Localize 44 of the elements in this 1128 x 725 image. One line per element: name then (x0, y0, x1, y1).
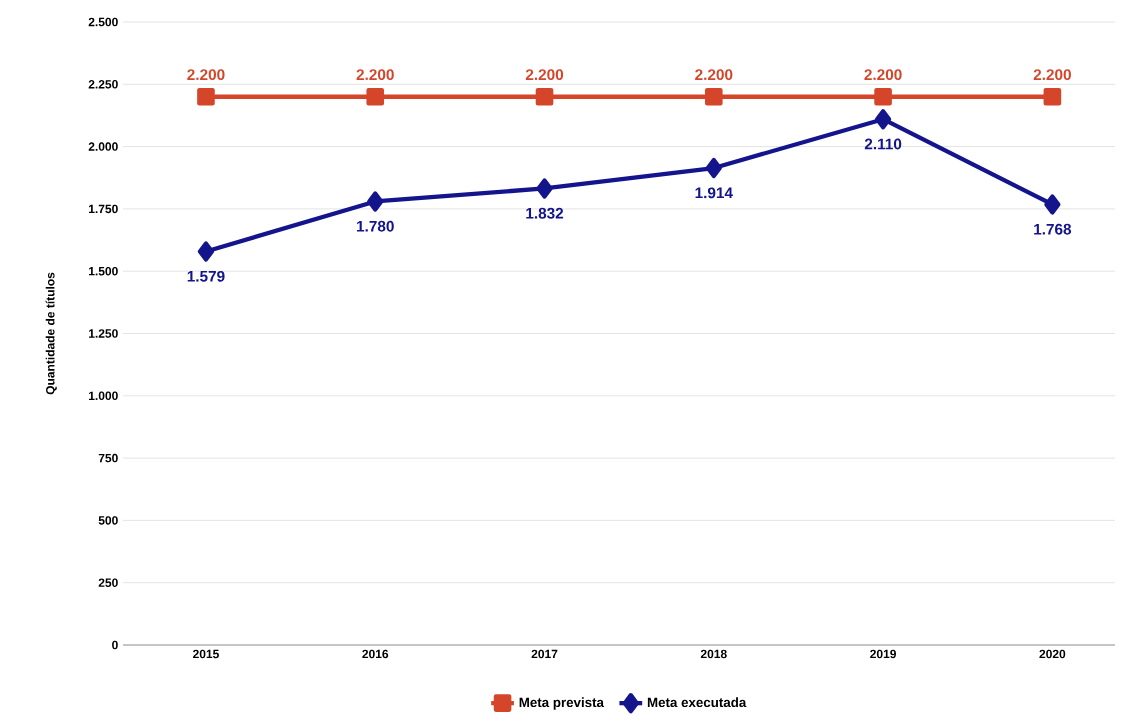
y-axis-title: Quantidade de títulos (45, 272, 57, 395)
point (705, 157, 722, 179)
data-label: 1.579 (187, 270, 225, 282)
x-tick-label: 2018 (700, 649, 727, 659)
point (1044, 194, 1061, 215)
x-tick-label: 2020 (1039, 649, 1066, 659)
y-tick-label: 1.250 (89, 329, 118, 338)
x-tick-label: 2019 (870, 649, 896, 659)
data-label: 1.914 (695, 187, 733, 199)
data-label: 2.200 (525, 69, 564, 81)
x-tick-label: 2017 (531, 649, 558, 659)
data-label: 1.768 (1034, 223, 1072, 235)
point (536, 178, 553, 199)
y-tick-label: 250 (98, 578, 118, 587)
legend-label: Meta executada (647, 697, 747, 708)
point (197, 87, 215, 106)
point (366, 87, 385, 106)
y-tick-label: 0 (112, 640, 118, 650)
x-tick-label: 2016 (362, 649, 389, 659)
point (1043, 87, 1062, 106)
point (197, 241, 215, 262)
y-tick-label: 2.250 (88, 80, 118, 89)
y-tick-label: 1.750 (89, 204, 118, 214)
data-label: 2.200 (1033, 69, 1071, 81)
y-tick-label: 1.000 (89, 391, 118, 401)
legend-label: Meta prevista (519, 697, 605, 710)
point (874, 87, 892, 106)
data-label: 2.200 (187, 69, 225, 81)
data-label: 2.200 (356, 69, 394, 81)
y-tick-label: 750 (98, 453, 118, 463)
y-tick-label: 500 (98, 516, 118, 525)
data-label: 2.110 (864, 138, 902, 150)
data-label: 1.780 (357, 220, 394, 232)
y-tick-label: 1.500 (89, 266, 118, 276)
x-tick-label: 2015 (193, 649, 219, 659)
data-label: 2.200 (695, 69, 733, 81)
data-label: 2.200 (864, 69, 902, 81)
data-label: 1.832 (526, 207, 564, 219)
y-tick-label: 2.500 (88, 17, 118, 27)
point (874, 109, 892, 130)
point (367, 191, 384, 212)
point (535, 87, 554, 106)
point (705, 87, 723, 106)
y-tick-label: 2.000 (88, 142, 118, 151)
